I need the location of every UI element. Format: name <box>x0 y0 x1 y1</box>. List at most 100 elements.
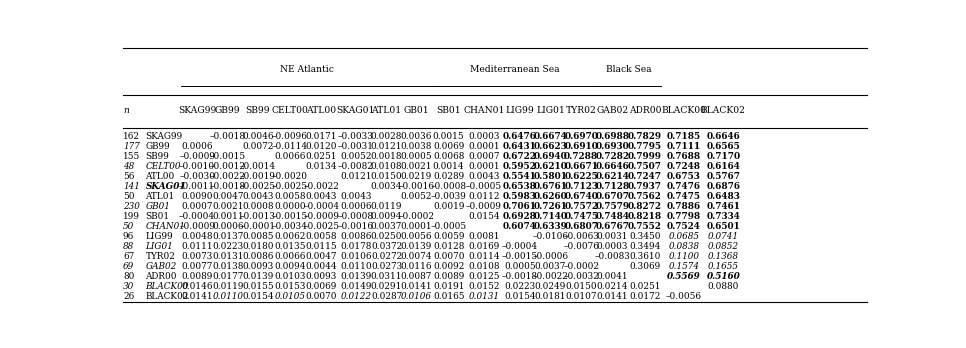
Text: –0.0106: –0.0106 <box>532 232 568 241</box>
Text: 0.7261: 0.7261 <box>533 202 567 211</box>
Text: 0.0077: 0.0077 <box>182 262 213 271</box>
Text: 0.0086: 0.0086 <box>242 252 273 261</box>
Text: –0.0083: –0.0083 <box>595 252 631 261</box>
Text: 0.6501: 0.6501 <box>706 222 740 231</box>
Text: 0.5801: 0.5801 <box>533 172 567 181</box>
Text: 48: 48 <box>123 162 134 171</box>
Text: 0.0110: 0.0110 <box>213 292 243 301</box>
Text: 30: 30 <box>123 282 134 291</box>
Text: 0.0155: 0.0155 <box>242 282 273 291</box>
Text: 0.7999: 0.7999 <box>628 152 662 161</box>
Text: 0.0007: 0.0007 <box>469 152 499 161</box>
Text: 0.7688: 0.7688 <box>667 152 700 161</box>
Text: –0.0009: –0.0009 <box>179 152 215 161</box>
Text: 67: 67 <box>123 252 134 261</box>
Text: 0.6483: 0.6483 <box>706 192 740 201</box>
Text: 0.0121: 0.0121 <box>371 142 402 151</box>
Text: GAB02: GAB02 <box>596 105 629 114</box>
Text: 0.7795: 0.7795 <box>628 142 662 151</box>
Text: 0.0105: 0.0105 <box>274 292 305 301</box>
Text: SKAG01: SKAG01 <box>146 182 186 191</box>
Text: 0.5767: 0.5767 <box>706 172 740 181</box>
Text: –0.0015: –0.0015 <box>210 152 246 161</box>
Text: –0.0082: –0.0082 <box>338 162 374 171</box>
Text: –0.0009: –0.0009 <box>303 212 339 221</box>
Text: CELT00: CELT00 <box>146 162 181 171</box>
Text: 162: 162 <box>123 132 140 141</box>
Text: 0.7579: 0.7579 <box>596 202 630 211</box>
Text: LIG01: LIG01 <box>536 105 565 114</box>
Text: 0.7475: 0.7475 <box>667 192 700 201</box>
Text: 0.1100: 0.1100 <box>668 252 699 261</box>
Text: 0.0250: 0.0250 <box>371 232 402 241</box>
Text: 0.0006: 0.0006 <box>340 202 372 211</box>
Text: 0.0685: 0.0685 <box>668 232 699 241</box>
Text: 177: 177 <box>123 142 140 151</box>
Text: 0.5952: 0.5952 <box>503 162 537 171</box>
Text: 0.0058: 0.0058 <box>274 192 305 201</box>
Text: 0.0094: 0.0094 <box>274 262 305 271</box>
Text: 0.6225: 0.6225 <box>564 172 598 181</box>
Text: 0.7247: 0.7247 <box>628 172 662 181</box>
Text: 50: 50 <box>123 222 134 231</box>
Text: CHAN01: CHAN01 <box>146 222 185 231</box>
Text: –0.0016: –0.0016 <box>338 222 374 231</box>
Text: 0.0048: 0.0048 <box>182 232 213 241</box>
Text: 0.0044: 0.0044 <box>305 262 337 271</box>
Text: –0.0006: –0.0006 <box>532 252 568 261</box>
Text: 0.6164: 0.6164 <box>706 162 740 171</box>
Text: 0.0251: 0.0251 <box>305 152 337 161</box>
Text: 0.0165: 0.0165 <box>433 292 465 301</box>
Text: 0.0150: 0.0150 <box>565 282 597 291</box>
Text: 0.6210: 0.6210 <box>533 162 567 171</box>
Text: 0.6970: 0.6970 <box>564 132 598 141</box>
Text: 0.0122: 0.0122 <box>340 292 371 301</box>
Text: BLACK02: BLACK02 <box>701 105 746 114</box>
Text: 0.0090: 0.0090 <box>182 192 213 201</box>
Text: 0.6476: 0.6476 <box>503 132 537 141</box>
Text: 0.1574: 0.1574 <box>668 262 699 271</box>
Text: 0.0066: 0.0066 <box>274 152 305 161</box>
Text: 0.6623: 0.6623 <box>533 142 567 151</box>
Text: 0.0289: 0.0289 <box>433 172 465 181</box>
Text: 0.0031: 0.0031 <box>597 232 628 241</box>
Text: CELT00: CELT00 <box>271 105 308 114</box>
Text: 0.7798: 0.7798 <box>667 212 700 221</box>
Text: –0.0004: –0.0004 <box>501 242 538 251</box>
Text: 0.0036: 0.0036 <box>401 132 432 141</box>
Text: SKAG01: SKAG01 <box>336 105 375 114</box>
Text: 0.0191: 0.0191 <box>433 282 465 291</box>
Text: 0.0111: 0.0111 <box>182 242 213 251</box>
Text: –0.0034: –0.0034 <box>272 222 308 231</box>
Text: 0.0249: 0.0249 <box>535 282 566 291</box>
Text: 0.0108: 0.0108 <box>371 162 402 171</box>
Text: GB01: GB01 <box>404 105 429 114</box>
Text: 0.0741: 0.0741 <box>708 232 739 241</box>
Text: 0.0000: 0.0000 <box>274 202 306 211</box>
Text: 0.0119: 0.0119 <box>213 282 243 291</box>
Text: 0.0047: 0.0047 <box>305 252 337 261</box>
Text: 0.0106: 0.0106 <box>401 292 432 301</box>
Text: 0.0019: 0.0019 <box>433 202 465 211</box>
Text: 0.0154: 0.0154 <box>504 292 535 301</box>
Text: –0.0096: –0.0096 <box>272 132 308 141</box>
Text: 50: 50 <box>123 192 134 201</box>
Text: 0.0181: 0.0181 <box>535 292 566 301</box>
Text: 0.7248: 0.7248 <box>667 162 700 171</box>
Text: 0.0089: 0.0089 <box>182 272 213 281</box>
Text: –0.0022: –0.0022 <box>303 182 339 191</box>
Text: –0.0001: –0.0001 <box>240 222 276 231</box>
Text: 0.6431: 0.6431 <box>503 142 537 151</box>
Text: 0.0141: 0.0141 <box>597 292 629 301</box>
Text: 0.0003: 0.0003 <box>597 242 628 251</box>
Text: 0.6940: 0.6940 <box>533 152 567 161</box>
Text: 0.7061: 0.7061 <box>502 202 537 211</box>
Text: ATL01: ATL01 <box>146 192 175 201</box>
Text: 0.0106: 0.0106 <box>340 252 372 261</box>
Text: 0.0251: 0.0251 <box>629 282 661 291</box>
Text: 0.6876: 0.6876 <box>706 182 740 191</box>
Text: 0.0141: 0.0141 <box>182 292 213 301</box>
Text: 0.6722: 0.6722 <box>503 152 537 161</box>
Text: 0.0003: 0.0003 <box>469 132 499 141</box>
Text: 0.7288: 0.7288 <box>564 152 598 161</box>
